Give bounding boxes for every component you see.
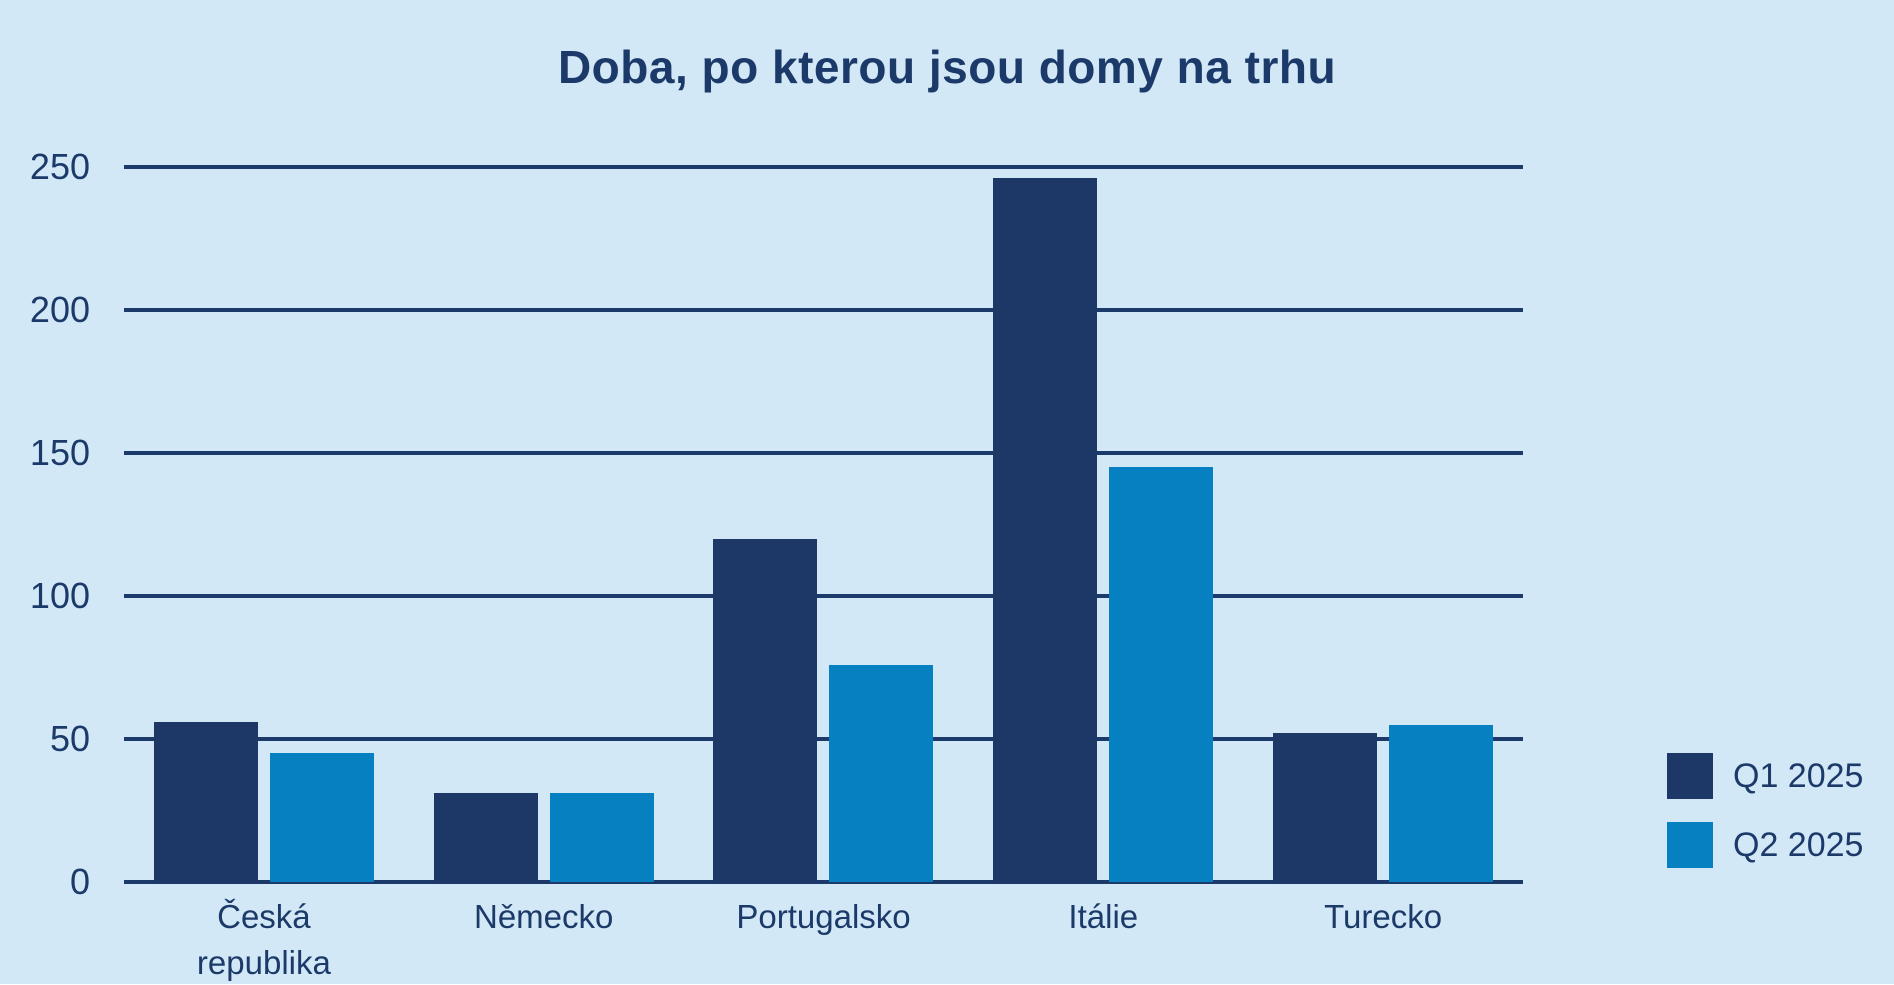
y-tick-label: 50 (49, 718, 90, 759)
x-slot: Česká republika (124, 894, 404, 985)
gridline (124, 451, 1523, 455)
legend-swatch-icon (1667, 753, 1713, 799)
bar-portugalsko-q2-2025 (829, 664, 934, 882)
legend: Q1 2025 Q2 2025 (1667, 753, 1863, 891)
bar-turecko-q2-2025 (1389, 724, 1494, 882)
x-label-nemecko: Německo (474, 898, 614, 935)
x-label-portugalsko: Portugalsko (736, 898, 911, 935)
bar-ceska-republika-q1-2025 (153, 721, 258, 882)
bar-nemecko-q1-2025 (433, 793, 538, 882)
gridline (124, 737, 1523, 741)
bar-turecko-q1-2025 (1273, 733, 1378, 882)
x-axis: Česká republika Německo Portugalsko Itálie T… (124, 894, 1523, 985)
y-tick-label: 0 (69, 861, 90, 902)
y-tick-label: 100 (29, 575, 90, 616)
legend-label: Q1 2025 (1733, 756, 1864, 795)
legend-label: Q2 2025 (1733, 825, 1864, 864)
gridline (124, 880, 1523, 884)
bar-ceska-republika-q2-2025 (269, 753, 374, 882)
gridline (124, 594, 1523, 598)
legend-swatch-icon (1667, 822, 1713, 868)
y-axis: 250 200 150 100 50 0 (0, 146, 96, 902)
bar-nemecko-q2-2025 (549, 793, 654, 882)
chart-title: Doba, po kterou jsou domy na trhu (557, 41, 1337, 93)
bar-portugalsko-q1-2025 (713, 538, 818, 882)
legend-item-q2-2025: Q2 2025 (1667, 822, 1863, 868)
bar-group-turecko (1273, 167, 1494, 882)
x-slot: Portugalsko (684, 894, 964, 985)
plot-area (124, 165, 1523, 884)
gridline (124, 308, 1523, 312)
x-label-ceska-republika: Česká republika (196, 898, 331, 981)
x-label-turecko: Turecko (1324, 898, 1443, 935)
legend-item-q1-2025: Q1 2025 (1667, 753, 1863, 799)
bar-group-portugalsko (713, 167, 934, 882)
x-slot: Německo (404, 894, 684, 985)
bar-group-ceska-republika (153, 167, 374, 882)
bar-italie-q1-2025 (993, 178, 1098, 882)
gridline (124, 165, 1523, 169)
x-label-italie: Itálie (1068, 898, 1139, 935)
bar-group-italie (993, 167, 1214, 882)
bar-groups (124, 167, 1523, 882)
x-slot: Turecko (1243, 894, 1523, 985)
y-tick-label: 200 (29, 289, 90, 330)
y-tick-label: 250 (29, 146, 90, 187)
x-slot: Itálie (963, 894, 1243, 985)
bar-group-nemecko (433, 167, 654, 882)
y-tick-label: 150 (29, 432, 90, 473)
bar-italie-q2-2025 (1109, 467, 1214, 882)
